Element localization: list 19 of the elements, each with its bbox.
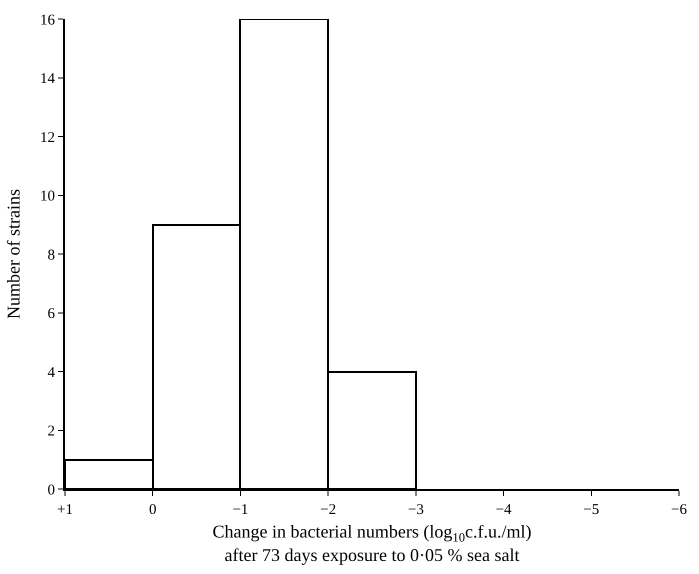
y-tick-label: 12 [40, 130, 55, 146]
y-tick-label: 6 [48, 306, 56, 322]
y-tick-label: 10 [40, 188, 55, 204]
x-tick-label: +1 [57, 502, 73, 518]
x-tick-label: −5 [583, 502, 600, 518]
x-tick-label: −6 [671, 502, 688, 518]
y-tick-label: 0 [48, 482, 55, 498]
x-tick-label: −3 [408, 502, 424, 518]
y-tick-label: 4 [48, 364, 56, 381]
y-tick-label: 16 [40, 12, 56, 28]
y-tick-label: 2 [48, 424, 55, 440]
y-axis-title: Number of strains [4, 189, 24, 319]
x-tick-label: 0 [148, 502, 156, 518]
y-tick-label: 14 [40, 71, 56, 87]
x-tick-label: −2 [320, 502, 336, 518]
x-tick-label: −1 [232, 502, 248, 518]
y-tick-label: 8 [48, 247, 55, 264]
x-axis-title: Change in bacterial numbers (log$_{10}$c.f.u./ml) after 73 days exposure to 0·05 % sea salt [212, 522, 532, 565]
x-tick-label: −4 [496, 502, 512, 518]
